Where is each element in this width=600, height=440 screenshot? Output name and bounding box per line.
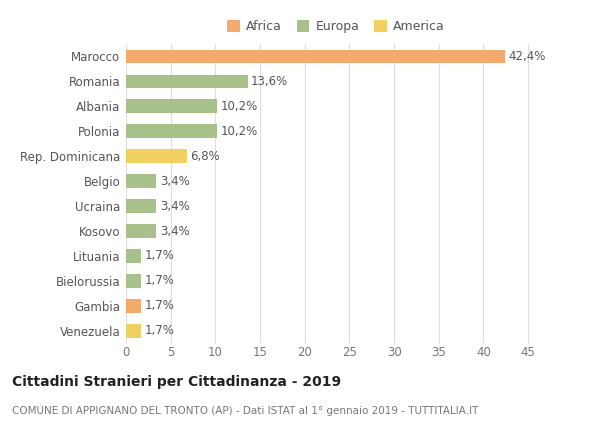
Bar	[126, 125, 217, 138]
Text: Cittadini Stranieri per Cittadinanza - 2019: Cittadini Stranieri per Cittadinanza - 2…	[12, 375, 341, 389]
Bar	[126, 50, 505, 63]
Text: 10,2%: 10,2%	[221, 125, 258, 138]
Bar	[126, 174, 157, 188]
Text: 3,4%: 3,4%	[160, 175, 190, 187]
Bar	[126, 274, 141, 288]
Bar	[126, 324, 141, 337]
Text: 10,2%: 10,2%	[221, 100, 258, 113]
Text: 1,7%: 1,7%	[145, 324, 175, 337]
Text: 1,7%: 1,7%	[145, 299, 175, 312]
Text: 3,4%: 3,4%	[160, 200, 190, 213]
Bar	[126, 249, 141, 263]
Text: 13,6%: 13,6%	[251, 75, 289, 88]
Legend: Africa, Europa, America: Africa, Europa, America	[227, 20, 445, 33]
Text: 1,7%: 1,7%	[145, 249, 175, 262]
Text: COMUNE DI APPIGNANO DEL TRONTO (AP) - Dati ISTAT al 1° gennaio 2019 - TUTTITALIA: COMUNE DI APPIGNANO DEL TRONTO (AP) - Da…	[12, 406, 478, 416]
Text: 1,7%: 1,7%	[145, 275, 175, 287]
Bar	[126, 99, 217, 113]
Bar	[126, 299, 141, 313]
Bar	[126, 224, 157, 238]
Bar	[126, 199, 157, 213]
Text: 3,4%: 3,4%	[160, 224, 190, 238]
Text: 6,8%: 6,8%	[190, 150, 220, 163]
Bar	[126, 149, 187, 163]
Bar	[126, 74, 248, 88]
Text: 42,4%: 42,4%	[508, 50, 546, 63]
